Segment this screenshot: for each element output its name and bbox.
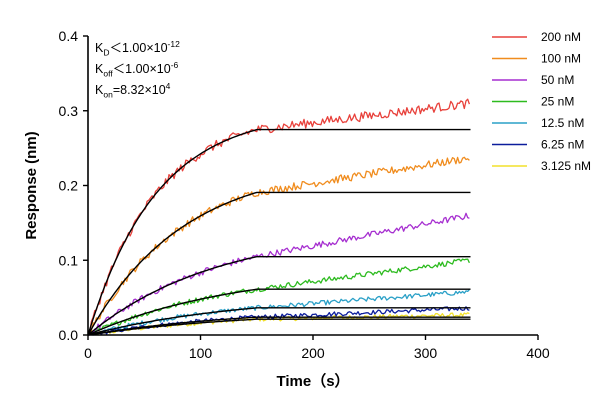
x-tick-label: 200 bbox=[301, 345, 325, 361]
legend-label-200-nM: 200 nM bbox=[541, 30, 581, 44]
fit-curve-3-125-nM bbox=[87, 318, 471, 336]
fit-curve-12-5-nM bbox=[87, 307, 471, 336]
y-axis-label: Response (nm) bbox=[23, 131, 40, 239]
annotation-kon: Kon=8.32×104 bbox=[95, 81, 171, 100]
measured-curve-12-5-nM bbox=[87, 289, 470, 336]
axes-layer: 0 100 200 300 400 0.0 0.1 0.2 0.3 0.4 Time（s） Respo… bbox=[23, 28, 550, 390]
legend-label-12-5-nM: 12.5 nM bbox=[541, 116, 584, 130]
annotation-koff: Koff＜1.00×10-6 bbox=[95, 60, 179, 79]
y-tick-label: 0.3 bbox=[59, 103, 79, 119]
fit-curve-25-nM bbox=[87, 288, 471, 336]
x-axis-label: Time（s） bbox=[276, 372, 349, 390]
legend-label-100-nM: 100 nM bbox=[541, 52, 581, 66]
legend-label-3-125-nM: 3.125 nM bbox=[541, 159, 591, 173]
fit-curve-200-nM bbox=[87, 128, 471, 336]
fit-curve-50-nM bbox=[87, 256, 471, 336]
fit-curve-100-nM bbox=[87, 191, 471, 336]
legend: 200 nM 100 nM 50 nM 25 nM 12.5 nM 6.25 nM 3.12… bbox=[492, 30, 591, 173]
legend-label-50-nM: 50 nM bbox=[541, 73, 574, 87]
x-tick-label: 100 bbox=[189, 345, 213, 361]
legend-label-25-nM: 25 nM bbox=[541, 95, 574, 109]
legend-label-6-25-nM: 6.25 nM bbox=[541, 138, 584, 152]
y-tick-label: 0.1 bbox=[59, 252, 79, 268]
measured-curve-6-25-nM bbox=[87, 306, 470, 336]
y-tick-label: 0.2 bbox=[59, 178, 79, 194]
curves-layer bbox=[87, 98, 471, 336]
fit-curves-layer bbox=[87, 128, 471, 336]
measured-curve-200-nM bbox=[87, 98, 471, 334]
x-tick-label: 300 bbox=[414, 345, 438, 361]
y-tick-label: 0.4 bbox=[59, 28, 79, 44]
x-tick-label: 400 bbox=[526, 345, 550, 361]
x-tick-label: 0 bbox=[84, 345, 92, 361]
annotation-kd: KD＜1.00×10-12 bbox=[95, 39, 180, 58]
y-tick-label: 0.0 bbox=[59, 327, 79, 343]
fit-curve-6-25-nM bbox=[87, 316, 471, 336]
